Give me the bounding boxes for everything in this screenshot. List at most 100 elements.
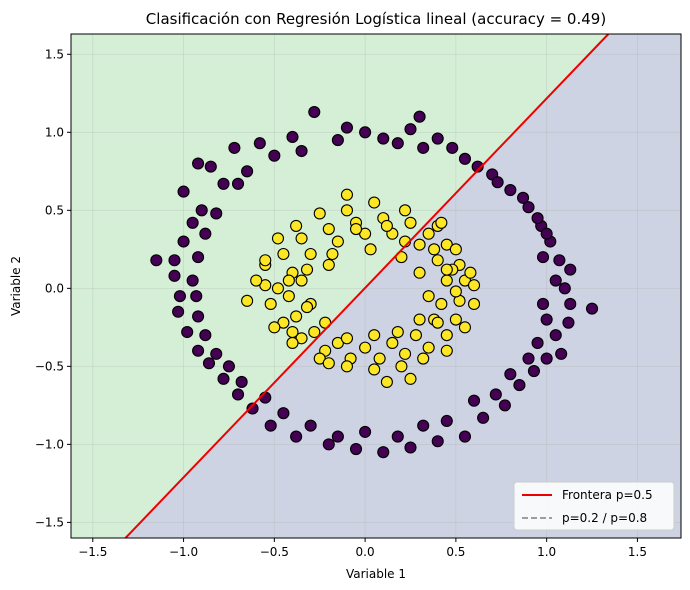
point-class-1	[264, 297, 277, 310]
point-class-0	[413, 110, 426, 123]
point-class-0	[585, 302, 599, 315]
point-class-0	[531, 336, 544, 350]
point-class-1	[313, 207, 326, 220]
point-class-0	[564, 263, 577, 276]
point-class-0	[562, 316, 575, 329]
point-class-1	[467, 297, 481, 310]
point-class-0	[491, 176, 504, 189]
point-class-1	[340, 204, 354, 217]
point-class-0	[555, 347, 568, 360]
point-class-0	[391, 137, 404, 150]
point-class-0	[217, 177, 230, 190]
point-class-0	[471, 160, 484, 173]
point-class-0	[235, 375, 248, 389]
point-class-0	[186, 274, 199, 287]
point-class-1	[359, 341, 372, 354]
point-class-1	[386, 336, 399, 350]
point-class-0	[150, 254, 163, 267]
point-class-0	[217, 372, 230, 385]
point-class-0	[231, 177, 245, 190]
point-class-0	[168, 269, 181, 282]
point-class-1	[417, 352, 430, 365]
point-class-1	[300, 301, 314, 314]
plot-area	[70, 33, 682, 539]
point-class-0	[308, 105, 321, 119]
point-class-0	[286, 130, 299, 144]
point-class-0	[522, 201, 535, 214]
point-class-1	[295, 274, 308, 287]
point-class-1	[295, 232, 308, 245]
point-class-0	[446, 141, 459, 154]
point-class-1	[326, 247, 339, 261]
scatter-points	[150, 105, 599, 459]
y-tick-label: −1.0	[35, 437, 64, 451]
point-class-0	[246, 402, 259, 415]
point-class-1	[250, 274, 263, 287]
point-class-1	[259, 254, 272, 267]
point-class-1	[340, 332, 354, 345]
x-axis: −1.5 −1.0 −0.5 0.0 0.5 1.0 1.5	[78, 538, 647, 559]
point-class-0	[322, 438, 335, 451]
point-class-0	[177, 235, 190, 248]
x-axis-label: Variable 1	[346, 567, 406, 581]
point-class-0	[192, 157, 205, 170]
point-class-0	[222, 360, 235, 373]
point-class-1	[467, 279, 481, 292]
point-class-0	[173, 290, 186, 303]
point-class-0	[536, 297, 550, 310]
point-class-0	[199, 227, 212, 240]
point-class-0	[331, 430, 344, 443]
point-class-0	[199, 329, 212, 342]
point-class-0	[553, 254, 566, 267]
y-tick-label: 1.5	[45, 47, 64, 61]
point-class-1	[391, 325, 404, 339]
point-class-1	[304, 247, 317, 261]
point-class-1	[271, 232, 285, 245]
point-class-0	[228, 141, 241, 154]
point-class-1	[464, 266, 477, 279]
point-class-0	[192, 344, 205, 357]
point-class-1	[449, 313, 462, 326]
point-class-0	[241, 165, 254, 178]
point-class-0	[277, 407, 290, 420]
point-class-0	[431, 132, 444, 145]
point-class-1	[364, 243, 377, 256]
point-class-0	[564, 297, 577, 310]
point-class-1	[422, 227, 435, 240]
x-tick-label: 0.0	[356, 545, 375, 559]
point-class-0	[181, 325, 194, 339]
y-tick-label: 0.5	[45, 203, 64, 217]
x-tick-label: 1.0	[537, 545, 556, 559]
point-class-1	[398, 347, 412, 360]
point-class-0	[340, 121, 354, 134]
point-class-1	[282, 274, 295, 287]
point-class-0	[531, 212, 544, 225]
x-tick-label: 1.5	[628, 545, 647, 559]
x-tick-label: 0.5	[446, 545, 465, 559]
point-class-0	[391, 430, 404, 443]
point-class-0	[540, 227, 553, 240]
point-class-1	[300, 263, 314, 276]
point-class-0	[417, 141, 430, 154]
point-class-1	[413, 238, 426, 251]
point-class-1	[286, 336, 299, 350]
point-class-0	[377, 446, 390, 459]
point-class-1	[241, 294, 254, 307]
chart-title: Clasificación con Regresión Logística li…	[146, 10, 606, 28]
point-class-0	[304, 419, 317, 432]
point-class-1	[368, 196, 381, 209]
point-class-1	[413, 313, 426, 326]
point-class-0	[253, 137, 266, 150]
point-class-1	[422, 290, 435, 303]
point-class-0	[458, 152, 472, 165]
point-class-0	[268, 149, 281, 162]
point-class-0	[440, 414, 453, 428]
legend-box	[513, 481, 675, 531]
point-class-0	[498, 399, 511, 412]
point-class-1	[449, 243, 462, 256]
point-class-1	[368, 329, 381, 342]
point-class-0	[168, 254, 181, 267]
point-class-1	[331, 235, 344, 248]
point-class-1	[340, 360, 354, 373]
point-class-1	[277, 247, 290, 261]
